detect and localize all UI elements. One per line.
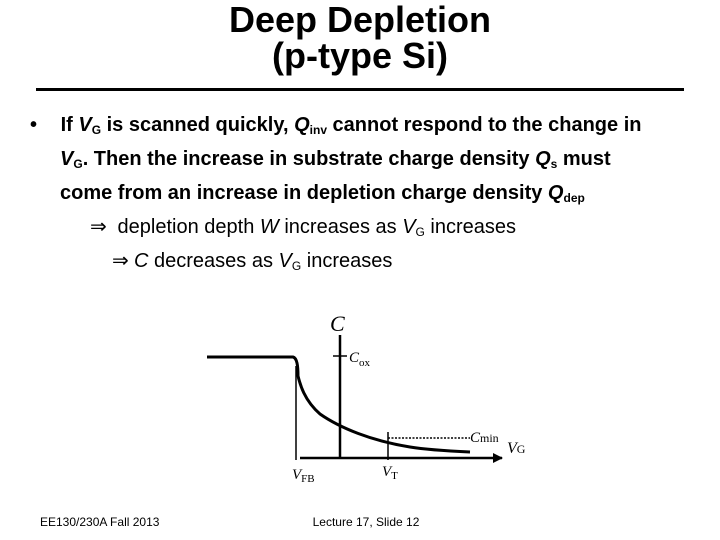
- implication-line-1: ⇒ depletion depth W increases as VG incr…: [30, 210, 690, 244]
- bullet-marker: •: [30, 114, 38, 136]
- implies-arrow-icon: ⇒: [90, 216, 107, 238]
- x-axis-label: VG: [507, 440, 526, 457]
- capacitance-curve: [207, 355, 471, 454]
- y-axis-label: C: [330, 311, 345, 336]
- vt-label: VT: [382, 464, 398, 482]
- title-underline: [36, 88, 684, 91]
- cox-label: Cox: [349, 350, 371, 369]
- course-footer: EE130/230A Fall 2013: [40, 515, 160, 529]
- implication-line-2: ⇒ C decreases as VG increases: [30, 244, 690, 278]
- slide-number-footer: Lecture 17, Slide 12: [312, 515, 420, 529]
- implies-arrow-icon: ⇒: [112, 250, 129, 272]
- slide-title: Deep Depletion (p-type Si): [0, 2, 720, 74]
- vfb-label: VFB: [292, 467, 315, 485]
- slide-body: • If VG is scanned quickly, Qinv cannot …: [30, 108, 690, 278]
- title-line-2: (p-type Si): [272, 35, 448, 76]
- cmin-label: Cmin: [470, 430, 499, 446]
- bullet-line-3: come from an increase in depletion charg…: [60, 182, 585, 205]
- title-line-1: Deep Depletion: [228, 0, 492, 40]
- bullet-line-2: VG. Then the increase in substrate charg…: [60, 148, 611, 171]
- bullet-line-1: • If VG is scanned quickly, Qinv cannot …: [30, 114, 642, 137]
